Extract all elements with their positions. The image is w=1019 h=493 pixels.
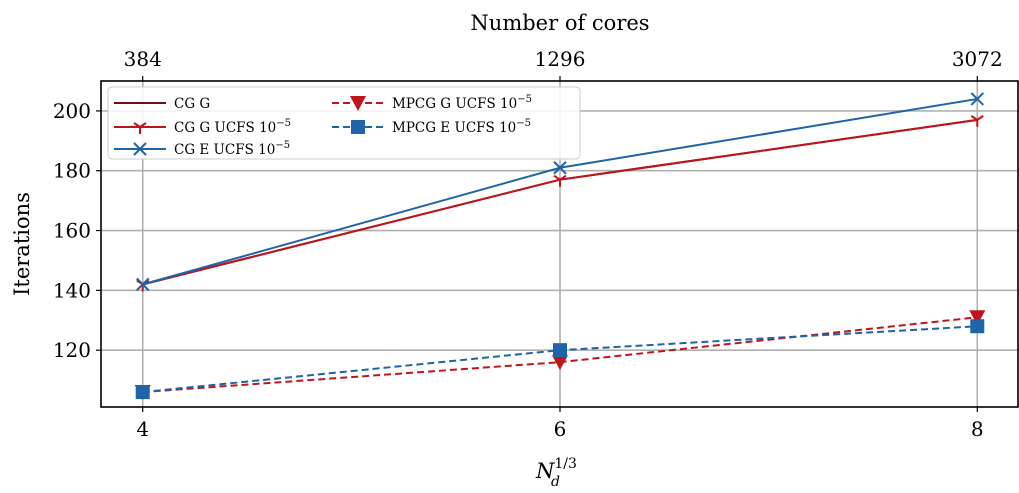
x-axis-label-sub: d [551, 474, 560, 490]
series-5 [135, 319, 985, 400]
legend-item-1: CG G [114, 96, 210, 112]
legend-item-4: MPCG G UCFS 10−5 [332, 94, 532, 112]
top-axis-label: Number of cores [470, 11, 649, 35]
legend-item-5: MPCG E UCFS 10−5 [332, 118, 531, 136]
point-marker [970, 319, 985, 334]
series-3 [136, 92, 984, 292]
y-axis-label: Iterations [10, 192, 34, 296]
point-marker [136, 277, 150, 292]
ticks: 120 140 160 180 200 4 384 6 1296 8 3072 [53, 47, 1003, 441]
x-tick-label: 4 [136, 417, 149, 441]
top-tick-label: 384 [124, 47, 162, 71]
x-axis-label-main: N [535, 459, 555, 483]
point-marker [133, 122, 147, 134]
point-marker [351, 120, 365, 134]
x-axis-label: N1/3 [535, 456, 577, 483]
point-marker [970, 115, 984, 127]
legend: CG G CG G UCFS 10−5 CG E UCFS 10−5 MPCG G U… [107, 86, 581, 160]
legend-label: CG G [174, 96, 210, 112]
y-tick-label: 180 [53, 159, 91, 183]
legend-label: CG E UCFS 10−5 [174, 140, 290, 158]
top-tick-label: 1296 [535, 47, 586, 71]
legend-item-2: CG G UCFS 10−5 [114, 118, 291, 136]
legend-box [107, 86, 581, 160]
legend-label: MPCG G UCFS 10−5 [392, 94, 532, 112]
legend-label: CG G UCFS 10−5 [174, 118, 291, 136]
top-tick-label: 3072 [952, 47, 1003, 71]
y-tick-label: 200 [53, 99, 91, 123]
point-marker [350, 96, 366, 111]
x-axis-label-sup: 1/3 [554, 456, 577, 472]
point-marker [553, 343, 567, 358]
x-tick-label: 8 [971, 417, 984, 441]
point-marker [135, 385, 150, 400]
legend-label: MPCG E UCFS 10−5 [392, 118, 531, 136]
point-marker [969, 310, 986, 326]
x-tick-label: 6 [554, 417, 567, 441]
point-marker [553, 161, 567, 175]
y-tick-label: 140 [53, 278, 91, 302]
legend-item-3: CG E UCFS 10−5 [114, 140, 290, 158]
y-tick-label: 160 [53, 219, 91, 243]
y-tick-label: 120 [53, 338, 91, 362]
point-marker [133, 142, 147, 156]
point-marker [553, 174, 567, 187]
point-marker [970, 92, 984, 106]
point-marker [552, 355, 568, 371]
series-layer [134, 92, 986, 401]
